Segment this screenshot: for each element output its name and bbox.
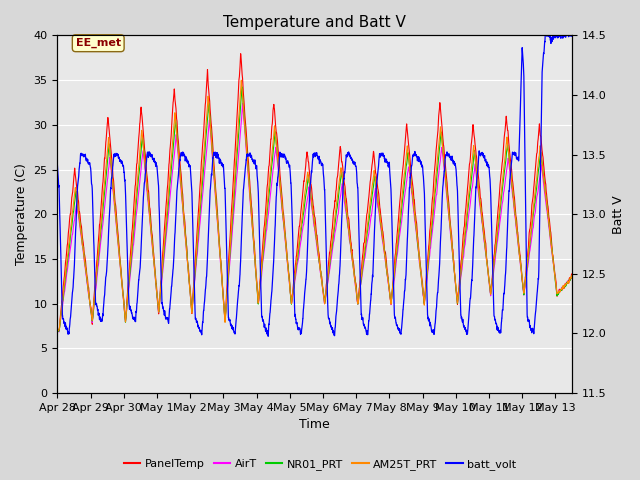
PanelTemp [240, 96, 248, 102]
Text: EE_met: EE_met [76, 38, 121, 48]
AirT [79, 251, 87, 257]
AM25T_PRT [435, 139, 443, 145]
PanelTemp [435, 111, 443, 117]
AirT [568, 276, 576, 281]
NR01_PRT [54, 327, 61, 333]
AM25T_PRT [358, 267, 366, 273]
PanelTemp [463, 196, 470, 202]
batt_volt [381, 156, 388, 162]
Legend: PanelTemp, AirT, NR01_PRT, AM25T_PRT, batt_volt: PanelTemp, AirT, NR01_PRT, AM25T_PRT, ba… [119, 455, 521, 474]
AirT [239, 100, 246, 106]
AirT [358, 273, 366, 278]
PanelTemp [54, 329, 62, 335]
Y-axis label: Temperature (C): Temperature (C) [15, 163, 28, 265]
NR01_PRT [381, 248, 388, 253]
batt_volt [54, 162, 61, 168]
AM25T_PRT [237, 77, 245, 83]
AM25T_PRT [79, 247, 87, 253]
AM25T_PRT [240, 111, 248, 117]
AM25T_PRT [381, 251, 388, 257]
NR01_PRT [238, 84, 246, 90]
NR01_PRT [463, 220, 470, 226]
Line: PanelTemp: PanelTemp [58, 54, 572, 332]
X-axis label: Time: Time [300, 419, 330, 432]
AM25T_PRT [54, 328, 61, 334]
NR01_PRT [79, 247, 87, 252]
NR01_PRT [358, 270, 366, 276]
PanelTemp [358, 260, 366, 265]
PanelTemp [381, 247, 388, 252]
batt_volt [79, 153, 87, 158]
AirT [54, 329, 61, 335]
batt_volt [568, 33, 576, 38]
Line: AirT: AirT [58, 103, 572, 332]
Line: NR01_PRT: NR01_PRT [58, 87, 572, 331]
Line: batt_volt: batt_volt [58, 36, 572, 336]
AirT [381, 251, 388, 257]
Title: Temperature and Batt V: Temperature and Batt V [223, 15, 406, 30]
AM25T_PRT [568, 273, 576, 278]
Line: AM25T_PRT: AM25T_PRT [58, 80, 572, 331]
batt_volt [463, 329, 470, 335]
Y-axis label: Batt V: Batt V [612, 195, 625, 234]
NR01_PRT [568, 275, 576, 281]
batt_volt [541, 33, 549, 38]
NR01_PRT [54, 328, 61, 334]
AM25T_PRT [463, 214, 470, 220]
batt_volt [435, 272, 443, 278]
AirT [54, 329, 61, 335]
batt_volt [358, 316, 366, 322]
NR01_PRT [435, 150, 443, 156]
PanelTemp [237, 51, 244, 57]
PanelTemp [79, 241, 87, 247]
AirT [435, 168, 443, 174]
batt_volt [264, 334, 272, 339]
AM25T_PRT [54, 328, 61, 334]
PanelTemp [54, 327, 61, 333]
AirT [463, 229, 470, 235]
batt_volt [240, 184, 248, 190]
NR01_PRT [240, 108, 248, 113]
AirT [240, 117, 248, 122]
PanelTemp [568, 271, 576, 276]
